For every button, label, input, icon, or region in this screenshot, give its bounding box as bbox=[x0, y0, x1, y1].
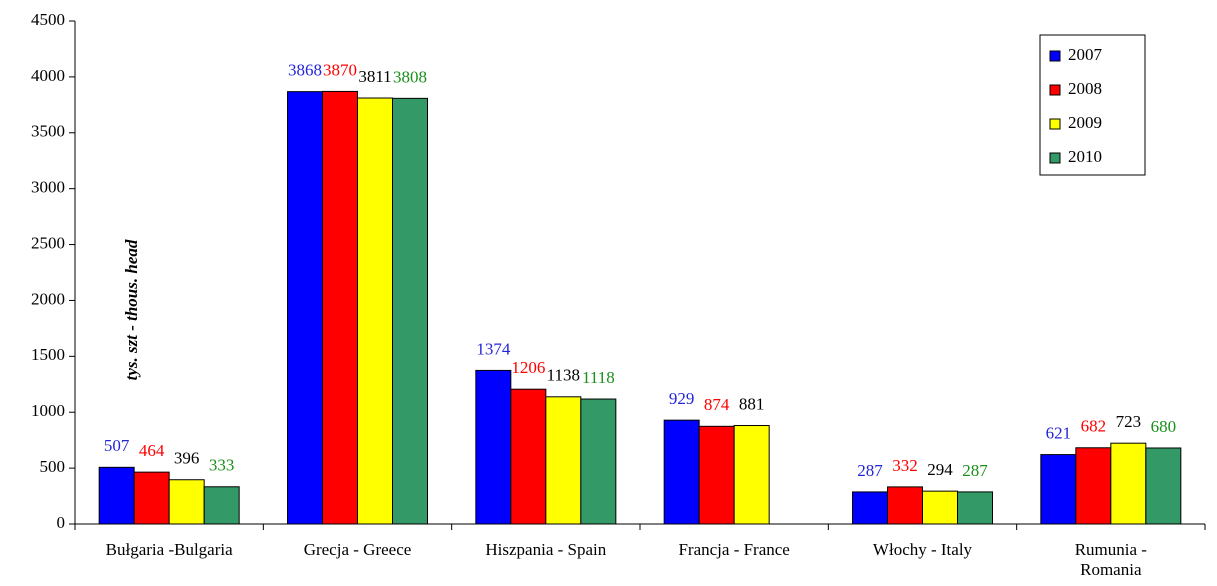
bar bbox=[357, 97, 393, 525]
bar bbox=[545, 396, 582, 525]
legend-label: 2007 bbox=[1068, 45, 1103, 64]
bar bbox=[852, 491, 888, 525]
value-label: 294 bbox=[927, 460, 953, 479]
bar bbox=[580, 398, 617, 525]
value-label: 1138 bbox=[547, 366, 580, 385]
bar bbox=[733, 425, 770, 525]
y-axis-label: tys. szt - thous. head bbox=[122, 239, 141, 380]
bar bbox=[287, 91, 323, 525]
bar bbox=[887, 486, 923, 525]
bar bbox=[133, 471, 170, 525]
bar bbox=[1145, 447, 1182, 525]
value-label: 464 bbox=[139, 441, 165, 460]
x-tick-label: Bułgaria -Bulgaria bbox=[105, 540, 233, 559]
value-label: 1374 bbox=[476, 339, 511, 358]
legend-box bbox=[1039, 34, 1146, 176]
y-tick-label: 4500 bbox=[31, 10, 65, 29]
value-label: 621 bbox=[1046, 423, 1072, 442]
legend-swatch bbox=[1049, 84, 1061, 96]
value-label: 3868 bbox=[288, 61, 322, 80]
value-label: 682 bbox=[1081, 417, 1107, 436]
legend-label: 2010 bbox=[1068, 147, 1102, 166]
value-label: 881 bbox=[739, 394, 765, 413]
y-tick-label: 3000 bbox=[31, 178, 65, 197]
bar bbox=[663, 419, 700, 525]
value-label: 874 bbox=[704, 395, 730, 414]
y-tick-label: 2000 bbox=[31, 289, 65, 308]
value-label: 929 bbox=[669, 389, 695, 408]
bar bbox=[1040, 454, 1077, 525]
bar bbox=[922, 490, 958, 525]
bar bbox=[168, 479, 205, 525]
bar bbox=[510, 388, 547, 525]
bar bbox=[1110, 442, 1147, 525]
x-tick-label: Rumunia - Romania bbox=[1074, 540, 1147, 579]
value-label: 333 bbox=[209, 456, 235, 475]
y-tick-label: 4000 bbox=[31, 66, 65, 85]
value-label: 507 bbox=[104, 436, 130, 455]
value-label: 287 bbox=[962, 461, 988, 480]
legend-label: 2009 bbox=[1068, 113, 1102, 132]
value-label: 680 bbox=[1151, 417, 1177, 436]
legend-swatch bbox=[1049, 152, 1061, 164]
x-tick-label: Grecja - Greece bbox=[303, 540, 412, 559]
x-tick-label: Włochy - Italy bbox=[872, 540, 973, 559]
y-tick-label: 0 bbox=[57, 513, 66, 532]
bar bbox=[1075, 447, 1112, 525]
value-label: 3870 bbox=[323, 60, 357, 79]
x-tick-label: Hiszpania - Spain bbox=[485, 540, 607, 559]
value-label: 1118 bbox=[582, 368, 615, 387]
y-tick-label: 3500 bbox=[31, 122, 65, 141]
value-label: 3808 bbox=[393, 67, 427, 86]
bar bbox=[475, 369, 512, 525]
value-label: 287 bbox=[857, 461, 883, 480]
y-tick-label: 1000 bbox=[31, 401, 65, 420]
legend-swatch bbox=[1049, 118, 1061, 130]
value-label: 723 bbox=[1116, 412, 1142, 431]
value-label: 1206 bbox=[511, 358, 545, 377]
bar bbox=[98, 466, 135, 525]
y-tick-label: 500 bbox=[40, 457, 66, 476]
value-label: 396 bbox=[174, 449, 200, 468]
value-label: 3811 bbox=[358, 67, 391, 86]
bar bbox=[322, 90, 358, 525]
legend-label: 2008 bbox=[1068, 79, 1102, 98]
y-tick-label: 2500 bbox=[31, 233, 65, 252]
x-tick-label: Francja - France bbox=[678, 540, 790, 559]
bar bbox=[698, 425, 735, 525]
y-tick-label: 1500 bbox=[31, 345, 65, 364]
bar bbox=[392, 97, 428, 525]
bar bbox=[203, 486, 240, 525]
bar bbox=[957, 491, 993, 525]
value-label: 332 bbox=[892, 456, 918, 475]
legend-swatch bbox=[1049, 50, 1061, 62]
